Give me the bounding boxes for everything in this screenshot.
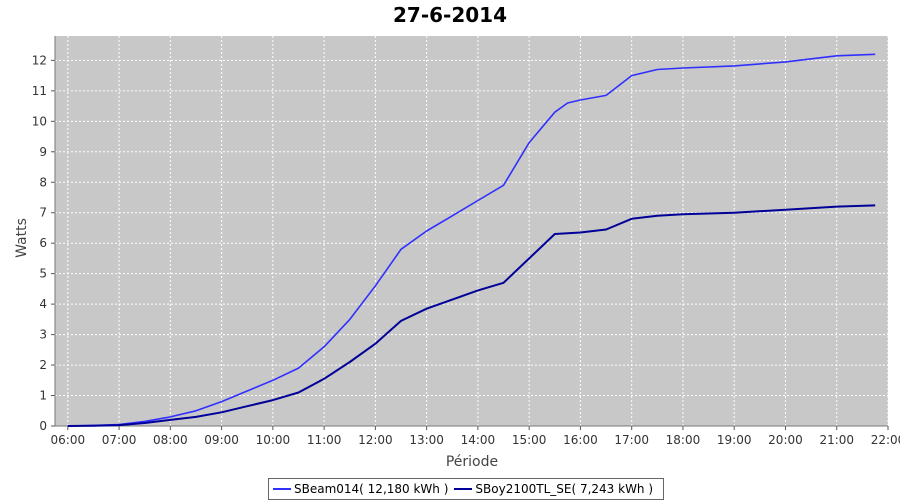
x-tick-label: 16:00 [563,433,598,447]
x-tick-label: 14:00 [461,433,496,447]
legend-label: SBoy2100TL_SE( 7,243 kWh ) [475,482,654,496]
legend-item: SBeam014( 12,180 kWh ) [273,482,448,496]
y-tick-label: 12 [32,53,47,67]
series-line-1 [67,204,876,427]
y-axis-label: Watts [14,218,30,258]
y-tick-label: 3 [39,328,47,342]
plot-area [55,36,888,426]
y-tick-label: 6 [39,236,47,250]
y-tick-label: 11 [32,84,47,98]
series-lines [67,53,876,427]
x-tick-label: 21:00 [819,433,854,447]
chart-title: 27-6-2014 [393,3,507,27]
legend-label: SBeam014( 12,180 kWh ) [294,482,449,496]
x-tick-label: 09:00 [204,433,239,447]
legend-swatch [273,488,291,490]
x-tick-label: 11:00 [307,433,342,447]
x-tick-label: 10:00 [256,433,291,447]
series-line-0 [67,53,876,427]
x-tick-label: 12:00 [358,433,393,447]
y-tick-label: 7 [39,206,47,220]
y-tick-label: 4 [39,297,47,311]
y-tick-label: 0 [39,419,47,433]
y-tick-label: 1 [39,389,47,403]
x-tick-label: 06:00 [51,433,86,447]
legend-item: SBoy2100TL_SE( 7,243 kWh ) [454,482,653,496]
x-tick-label: 17:00 [614,433,649,447]
x-tick-label: 18:00 [666,433,701,447]
x-tick-label: 15:00 [512,433,547,447]
x-axis-label: Période [446,454,498,470]
legend: SBeam014( 12,180 kWh ) SBoy2100TL_SE( 7,2… [268,478,665,500]
y-tick-label: 10 [32,114,47,128]
y-tick-label: 8 [39,175,47,189]
x-tick-label: 13:00 [409,433,444,447]
y-tick-label: 5 [39,267,47,281]
y-tick-label: 9 [39,145,47,159]
x-tick-label: 20:00 [768,433,803,447]
x-tick-label: 22:00 [871,433,900,447]
y-tick-label: 2 [39,358,47,372]
x-tick-label: 08:00 [153,433,188,447]
legend-swatch [454,488,473,490]
x-tick-label: 19:00 [717,433,752,447]
x-tick-label: 07:00 [102,433,137,447]
grid [55,36,889,427]
